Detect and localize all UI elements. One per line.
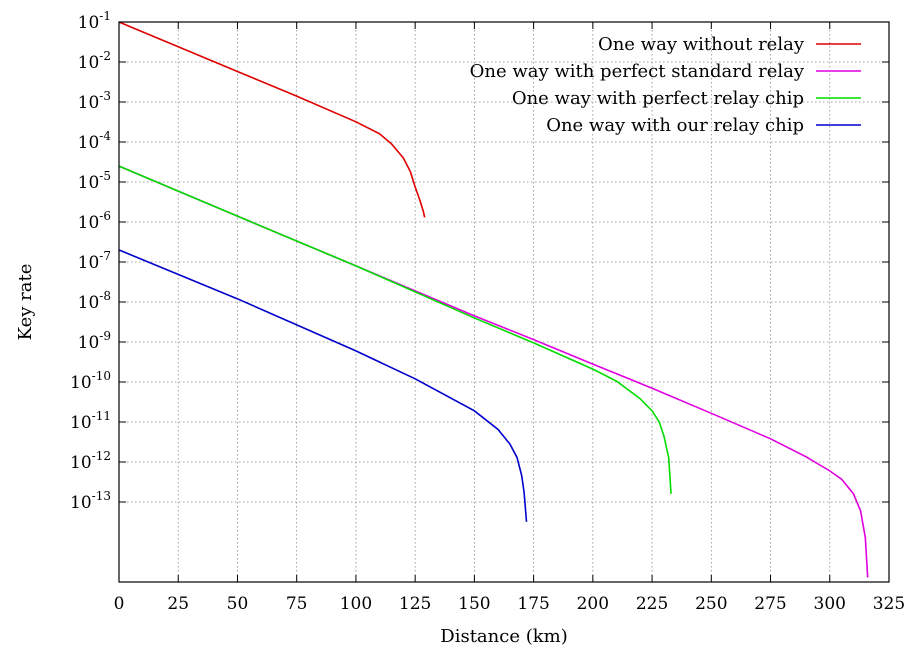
x-tick-label: 100 bbox=[340, 594, 372, 614]
x-tick-label: 300 bbox=[814, 594, 846, 614]
x-axis-title: Distance (km) bbox=[440, 626, 567, 647]
x-tick-label: 75 bbox=[286, 594, 308, 614]
x-tick-label: 250 bbox=[695, 594, 727, 614]
x-tick-label: 125 bbox=[399, 594, 431, 614]
y-tick-label: 10-8 bbox=[78, 289, 111, 313]
y-tick-label: 10-13 bbox=[70, 489, 111, 513]
y-tick-label: 10-4 bbox=[78, 129, 112, 153]
x-tick-label: 150 bbox=[458, 594, 490, 614]
legend-label-3: One way with perfect relay chip bbox=[512, 88, 804, 109]
x-tick-label: 200 bbox=[577, 594, 609, 614]
series-line-1 bbox=[118, 21, 426, 218]
y-tick-label: 10-11 bbox=[70, 409, 111, 433]
series-line-3 bbox=[118, 165, 672, 494]
legend-label-2: One way with perfect standard relay bbox=[470, 61, 805, 82]
legend-label-1: One way without relay bbox=[598, 34, 805, 55]
y-axis-title: Key rate bbox=[15, 264, 36, 341]
legend: One way without relay One way with perfec… bbox=[470, 34, 861, 136]
legend-label-4: One way with our relay chip bbox=[546, 115, 804, 136]
y-tick-label: 10-6 bbox=[78, 209, 111, 233]
x-tick-label: 25 bbox=[167, 594, 189, 614]
y-tick-label: 10-7 bbox=[78, 249, 111, 273]
x-tick-label: 275 bbox=[754, 594, 786, 614]
x-tick-label: 50 bbox=[227, 594, 249, 614]
y-tick-label: 10-2 bbox=[78, 49, 111, 73]
x-tick-label: 0 bbox=[114, 594, 125, 614]
y-tick-label: 10-10 bbox=[70, 369, 111, 393]
y-tick-label: 10-1 bbox=[78, 9, 111, 33]
x-tick-label: 175 bbox=[517, 594, 549, 614]
axis-ticks: 0 25 50 75 100 125 150 175 200 225 250 275 300 325 10-… bbox=[70, 9, 905, 614]
x-tick-label: 225 bbox=[636, 594, 668, 614]
x-tick-label: 325 bbox=[873, 594, 905, 614]
series-line-2 bbox=[118, 165, 869, 578]
y-tick-label: 10-9 bbox=[78, 329, 111, 353]
series-lines bbox=[118, 21, 869, 578]
y-tick-label: 10-12 bbox=[70, 449, 111, 473]
series-line-4 bbox=[118, 249, 528, 522]
y-tick-label: 10-3 bbox=[78, 89, 111, 113]
y-tick-label: 10-5 bbox=[78, 169, 111, 193]
grid-lines bbox=[119, 22, 889, 582]
